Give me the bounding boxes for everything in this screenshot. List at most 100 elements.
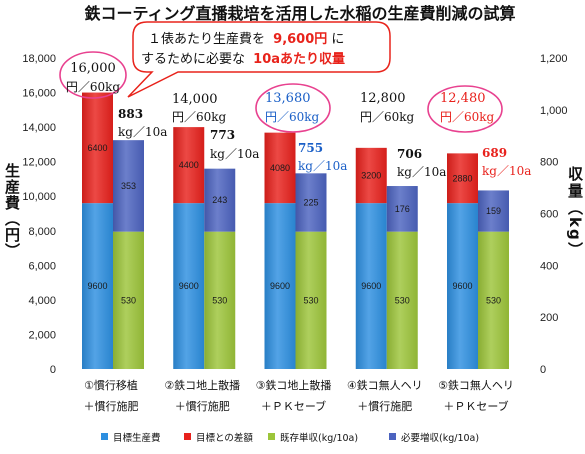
category-label: ⑤鉄コ無人ヘリ <box>438 378 514 392</box>
legend-swatch <box>268 433 275 440</box>
bar-required-yield-increase <box>386 186 418 232</box>
bar-value-label: 530 <box>395 295 410 305</box>
bar-value-label: 2880 <box>452 173 472 183</box>
highlight-circle <box>255 83 331 133</box>
bar-value-label: 6400 <box>87 143 107 153</box>
bar-cost-gap <box>82 92 113 204</box>
category-label: ＋ＰＫセーブ <box>443 399 508 413</box>
bar-value-label: 530 <box>121 295 136 305</box>
callout-highlight: 9,600円 <box>273 32 327 47</box>
bar-value-label: 530 <box>212 295 227 305</box>
left-axis-tick-label: 8,000 <box>28 226 56 238</box>
bar-required-yield-increase <box>295 173 327 232</box>
category-label: ＋ＰＫセーブ <box>261 399 326 413</box>
legend-swatch <box>101 433 108 440</box>
left-axis-ticks: 0 2,000 4,000 6,000 8,000 10,000 12,000 14,000 1… <box>22 53 56 376</box>
bar-value-label: 176 <box>395 204 410 214</box>
required-yield-value: 755 <box>298 141 323 155</box>
callout-highlight: 10aあたり収量 <box>253 52 345 67</box>
cost-per-60kg-unit: 円／60kg <box>172 110 227 124</box>
bar-target-cost <box>173 203 205 369</box>
right-axis-tick-label: 400 <box>540 260 558 272</box>
category-label: ①慣行移植 <box>84 378 138 392</box>
callout-text: に <box>331 32 344 47</box>
bar-target-cost <box>82 203 113 369</box>
required-yield-value: 689 <box>482 146 507 160</box>
right-axis-tick-label: 1,000 <box>540 105 568 117</box>
cost-per-60kg-value: 14,000 <box>172 92 218 107</box>
callout-text: するために必要な <box>141 52 245 67</box>
right-axis-tick-label: 0 <box>540 364 546 376</box>
right-axis-tick-label: 600 <box>540 209 558 221</box>
left-axis-tick-label: 0 <box>50 364 56 376</box>
required-yield-value: 773 <box>210 128 235 142</box>
left-axis-tick-label: 10,000 <box>22 191 56 203</box>
cost-per-60kg-value: 16,000 <box>70 61 116 76</box>
bar-cost-gap <box>264 132 296 204</box>
bar-existing-yield <box>113 231 144 369</box>
highlight-circle <box>427 85 503 133</box>
legend-label: 既存単収(kg/10a) <box>280 432 358 444</box>
legend-swatch <box>184 433 191 440</box>
cost-per-60kg-unit: 円／60kg <box>265 110 320 124</box>
bar-value-label: 159 <box>486 206 501 216</box>
bar-target-cost <box>355 203 387 369</box>
required-yield-value: 706 <box>397 147 422 161</box>
bar-value-label: 353 <box>121 181 136 191</box>
bar-value-label: 4080 <box>270 163 290 173</box>
required-yield-value: 883 <box>118 107 143 121</box>
bar-required-yield-increase <box>204 168 236 232</box>
required-yield-unit: kg／10a <box>397 165 446 179</box>
left-axis-tick-label: 6,000 <box>28 260 56 272</box>
left-axis-title: 生産費（円） <box>3 163 21 259</box>
left-axis-tick-label: 4,000 <box>28 295 56 307</box>
legend-label: 目標生産費 <box>113 432 161 444</box>
bar-required-yield-increase <box>113 140 144 232</box>
right-axis-title: 収量（kg） <box>566 166 584 259</box>
right-axis-tick-label: 1,200 <box>540 53 568 65</box>
required-yield-unit: kg／10a <box>298 159 347 173</box>
bar-value-label: 9600 <box>361 281 381 291</box>
required-yield-unit: kg／10a <box>210 147 259 161</box>
bar-cost-gap <box>355 147 387 204</box>
bar-value-label: 243 <box>212 195 227 205</box>
left-axis-tick-label: 16,000 <box>22 88 56 100</box>
bar-existing-yield <box>386 231 418 369</box>
cost-per-60kg-value: 12,480 <box>440 91 486 106</box>
callout-bubble <box>127 21 391 98</box>
left-axis-tick-label: 2,000 <box>28 329 56 341</box>
bar-value-label: 9600 <box>87 281 107 291</box>
bar-cost-gap <box>173 127 205 204</box>
left-axis-tick-label: 14,000 <box>22 122 56 134</box>
cost-per-60kg-unit: 円／60kg <box>440 110 495 124</box>
bar-value-label: 9600 <box>179 281 199 291</box>
bar-target-cost <box>264 203 296 369</box>
callout: １俵あたり生産費を 9,600円 に するために必要な 10aあたり収量 <box>127 21 391 98</box>
cost-per-60kg-value: 13,680 <box>265 91 311 106</box>
bar-value-label: 4400 <box>179 160 199 170</box>
bar-segments <box>82 92 509 369</box>
bar-value-label: 3200 <box>361 170 381 180</box>
bar-existing-yield <box>295 231 327 369</box>
category-label: ＋慣行施肥 <box>175 399 230 413</box>
required-yield-unit: kg／10a <box>482 164 531 178</box>
legend-label: 必要増収(kg/10a) <box>401 432 479 444</box>
callout-line-2: するために必要な 10aあたり収量 <box>141 52 345 67</box>
right-axis-tick-label: 200 <box>540 312 558 324</box>
bar-existing-yield <box>478 231 509 369</box>
bar-existing-yield <box>204 231 236 369</box>
category-label: ＋慣行施肥 <box>357 399 412 413</box>
category-label: ③鉄コ地上散播 <box>256 378 332 392</box>
legend-label: 目標との差額 <box>196 432 253 444</box>
bar-value-label: 225 <box>303 197 318 207</box>
bar-value-labels: 9600 6400 530 353 9600 4400 530 243 9600 4080 530 2… <box>87 143 501 305</box>
bar-annotations: 16,000 円／60kg 883 kg／10a 14,000 円／60kg 773 kg／1… <box>59 51 531 179</box>
bar-value-label: 530 <box>303 295 318 305</box>
category-labels: ①慣行移植 ＋慣行施肥 ②鉄コ地上散播 ＋慣行施肥 ③鉄コ地上散播 ＋ＰＫセーブ ④鉄コ無人… <box>84 378 514 413</box>
chart-title: 鉄コーティング直播栽培を活用した水稲の生産費削減の試算 <box>84 4 515 23</box>
legend: 目標生産費 目標との差額 既存単収(kg/10a) 必要増収(kg/10a) <box>101 432 479 444</box>
callout-line-1: １俵あたり生産費を 9,600円 に <box>148 31 344 47</box>
category-label: ＋慣行施肥 <box>84 399 139 413</box>
